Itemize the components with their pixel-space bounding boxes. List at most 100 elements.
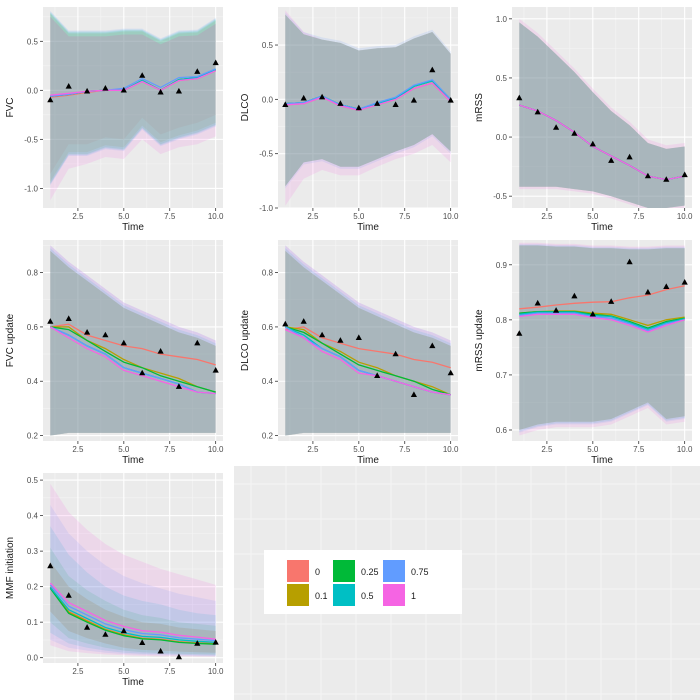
x-tick-label: 7.5 — [164, 212, 176, 221]
legend: sd 00.10.250.50.751 — [264, 550, 462, 614]
panel-fvc-update: 2.5 5.0 7.5 10.0 0.2 0.4 0.6 0.8 Time FVC update — [5, 240, 224, 466]
ribbon-sd-0.1 — [519, 22, 685, 208]
line-sd-0.1 — [50, 326, 216, 393]
line-sd-1 — [519, 104, 685, 181]
legend-key-sd-0.25 — [333, 560, 355, 582]
observed-point — [626, 153, 633, 160]
y-tick-label: 0.5 — [27, 37, 39, 46]
observed-point — [194, 68, 201, 74]
ribbon-sd-0.25 — [519, 245, 685, 430]
ribbon-sd-0.75 — [519, 22, 685, 208]
observed-point — [534, 108, 541, 115]
observed-point — [102, 331, 109, 338]
legend-label: 1 — [411, 591, 416, 601]
line-sd-0 — [285, 326, 451, 369]
y-tick-label: 0.4 — [27, 512, 39, 521]
observed-point — [410, 391, 417, 397]
x-axis-title: Time — [357, 222, 379, 233]
x-tick-label: 2.5 — [541, 445, 553, 454]
y-axis-title: DLCO update — [240, 309, 251, 371]
ribbon-sd-1 — [50, 16, 216, 201]
y-tick-label: 0.7 — [496, 371, 508, 380]
line-sd-1 — [50, 70, 216, 96]
observed-point — [608, 298, 615, 304]
y-tick-label: 0.0 — [496, 133, 508, 142]
x-axis-title: Time — [357, 455, 379, 466]
x-axis-title: Time — [591, 455, 613, 466]
legend-label: 0.75 — [411, 567, 429, 577]
plot-area — [47, 245, 219, 436]
line-sd-0.5 — [49, 586, 216, 644]
observed-point — [120, 86, 127, 93]
x-tick-label: 5.0 — [353, 445, 365, 454]
observed-point — [102, 631, 109, 637]
observed-point — [410, 97, 417, 103]
panel-fvc: 2.5 5.0 7.5 10.0 -1.0 -0.5 0.0 0.5 Time FVC — [5, 7, 224, 233]
y-tick-label: 0.0 — [262, 95, 274, 104]
ribbon-sd-0.75 — [50, 245, 216, 436]
line-sd-1 — [285, 82, 452, 111]
observed-point — [447, 97, 454, 103]
y-tick-label: 0.6 — [496, 426, 508, 435]
x-axis-title: Time — [122, 677, 144, 688]
observed-point — [429, 66, 436, 73]
legend-key-sd-0.5 — [333, 584, 355, 606]
ribbon-sd-0.75 — [285, 12, 451, 189]
line-sd-0.75 — [285, 79, 452, 110]
x-tick-label: 10.0 — [677, 212, 693, 221]
panel-background — [512, 240, 692, 441]
observed-point — [212, 59, 219, 66]
panel-background — [43, 7, 223, 208]
y-axis-title: DLCO — [240, 93, 251, 121]
ribbon-sd-0.5 — [50, 11, 216, 185]
x-tick-label: 7.5 — [399, 212, 411, 221]
x-tick-label: 5.0 — [118, 445, 130, 454]
x-tick-label: 10.0 — [208, 212, 224, 221]
x-tick-label: 10.0 — [443, 212, 459, 221]
panel-mrss-update: 2.5 5.0 7.5 10.0 0.6 0.7 0.8 0.9 Time mRSS update — [474, 240, 693, 466]
line-sd-1 — [49, 582, 216, 640]
legend-keys: 0 0.1 0.25 0.5 0.75 1 — [264, 550, 462, 614]
ribbon-sd-0.1 — [519, 245, 685, 430]
x-tick-label: 10.0 — [208, 445, 224, 454]
x-tick-label: 7.5 — [633, 445, 645, 454]
observed-point — [571, 292, 578, 299]
observed-point — [392, 101, 399, 107]
y-tick-label: 0.6 — [262, 323, 274, 332]
y-tick-label: -1.0 — [24, 184, 38, 193]
ribbon-sd-0.1 — [50, 561, 216, 653]
y-axis-title: mRSS update — [474, 309, 485, 372]
ribbon-sd-0.5 — [519, 22, 685, 208]
ribbon-sd-0.75 — [50, 505, 216, 657]
observed-point — [553, 124, 560, 130]
x-tick-label: 5.0 — [118, 212, 130, 221]
observed-point — [644, 288, 651, 295]
ribbon-sd-0.5 — [50, 248, 216, 436]
y-axis-title: mRSS — [474, 93, 485, 122]
ribbon-sd-0.75 — [50, 10, 216, 186]
observed-point — [681, 279, 688, 285]
observed-point — [175, 87, 182, 94]
ribbon-sd-0.75 — [285, 245, 451, 436]
x-tick-label: 7.5 — [164, 667, 176, 676]
line-sd-0.25 — [49, 588, 216, 645]
y-tick-label: 0.2 — [262, 432, 274, 441]
line-sd-0.75 — [50, 326, 216, 395]
observed-point — [175, 653, 182, 660]
x-tick-label: 2.5 — [72, 445, 84, 454]
observed-point — [447, 369, 454, 376]
panel-dlco-update: 2.5 5.0 7.5 10.0 0.2 0.4 0.6 0.8 Time DLCO update — [240, 240, 459, 466]
ribbon-sd-0.25 — [519, 22, 685, 208]
observed-point — [194, 640, 201, 646]
plot-area — [282, 10, 454, 206]
observed-point — [139, 369, 146, 376]
y-tick-label: 0.6 — [27, 323, 39, 332]
ribbon-sd-0.1 — [50, 13, 216, 182]
observed-point — [374, 372, 381, 378]
x-tick-label: 7.5 — [164, 445, 176, 454]
y-axis-title: FVC — [5, 98, 16, 118]
y-tick-label: -1.0 — [259, 204, 273, 213]
observed-point — [534, 299, 541, 306]
x-tick-label: 10.0 — [677, 445, 693, 454]
observed-point — [589, 140, 596, 147]
